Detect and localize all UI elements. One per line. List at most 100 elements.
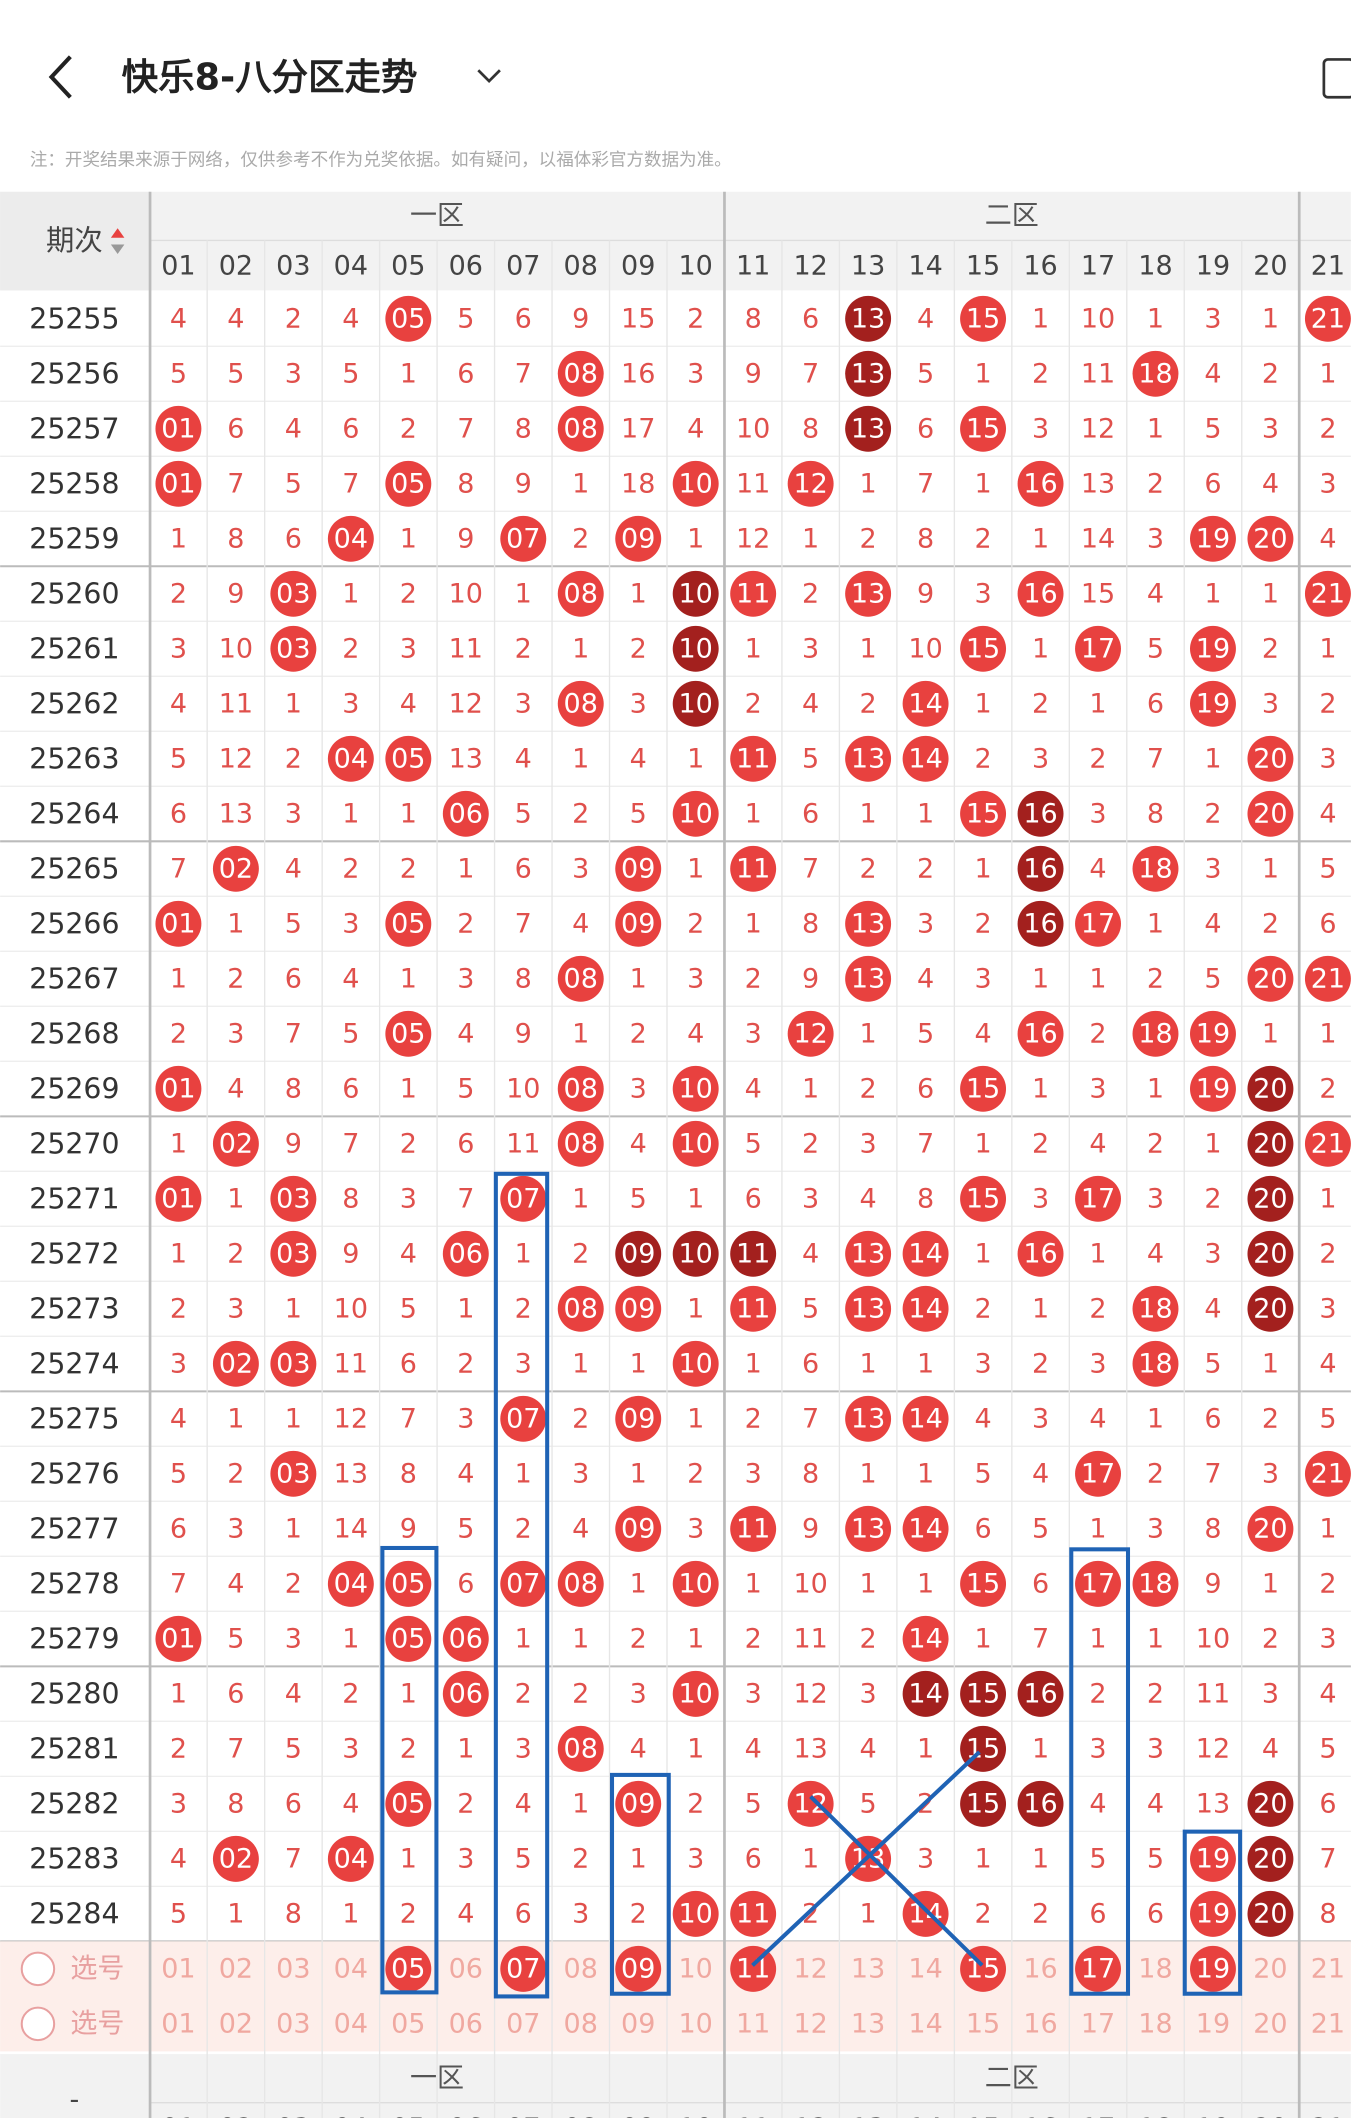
hit-ball (615, 1395, 662, 1442)
select-number[interactable]: 06 (449, 1953, 483, 1984)
select-number[interactable]: 20 (1253, 1953, 1287, 1984)
select-number[interactable]: 18 (1138, 2008, 1172, 2039)
hit-number: 19 (1196, 633, 1230, 664)
select-number[interactable]: 01 (161, 1953, 195, 1984)
select-number[interactable]: 17 (1081, 2008, 1115, 2039)
hit-number: 20 (1253, 1073, 1287, 1104)
hit-ball (1247, 1890, 1294, 1937)
selected-number[interactable]: 05 (391, 1953, 425, 1984)
select-number[interactable]: 16 (1023, 2008, 1057, 2039)
select-toggle[interactable] (20, 2006, 56, 2042)
miss-count: 5 (802, 1293, 819, 1324)
select-number[interactable]: 09 (621, 2008, 655, 2039)
select-number[interactable]: 16 (1023, 1953, 1057, 1984)
select-number[interactable]: 11 (736, 2008, 770, 2039)
select-number[interactable]: 13 (851, 2008, 885, 2039)
title-dropdown[interactable] (477, 69, 501, 83)
hit-number: 11 (736, 578, 770, 609)
miss-count: 3 (1147, 1183, 1164, 1214)
column-number: 07 (506, 251, 540, 282)
miss-count: 2 (342, 633, 359, 664)
select-number[interactable]: 10 (679, 2008, 713, 2039)
miss-count: 3 (342, 908, 359, 939)
select-number[interactable]: 21 (1311, 2008, 1345, 2039)
miss-count: 1 (630, 1843, 647, 1874)
select-number[interactable]: 03 (276, 1953, 310, 1984)
miss-count: 13 (449, 743, 483, 774)
hit-ball (385, 1010, 432, 1057)
miss-count: 5 (1204, 963, 1221, 994)
select-number[interactable]: 13 (851, 1953, 885, 1984)
select-number[interactable]: 05 (391, 2008, 425, 2039)
select-number[interactable]: 15 (966, 2008, 1000, 2039)
selected-number[interactable]: 19 (1196, 1953, 1230, 1984)
hit-number: 19 (1196, 688, 1230, 719)
select-number[interactable]: 14 (908, 2008, 942, 2039)
select-number[interactable]: 04 (334, 1953, 368, 1984)
select-number[interactable]: 20 (1253, 2008, 1287, 2039)
select-number[interactable]: 18 (1138, 1953, 1172, 1984)
selected-number[interactable]: 07 (506, 1953, 540, 1984)
hit-number: 16 (1023, 908, 1057, 939)
miss-count: 2 (860, 1073, 877, 1104)
select-number[interactable]: 03 (276, 2008, 310, 2039)
select-number[interactable]: 12 (793, 1953, 827, 1984)
miss-count: 8 (745, 303, 762, 334)
miss-count: 14 (1081, 523, 1115, 554)
miss-count: 1 (687, 743, 704, 774)
miss-count: 1 (802, 1843, 819, 1874)
selected-number[interactable]: 17 (1081, 1953, 1115, 1984)
miss-count: 7 (802, 358, 819, 389)
miss-count: 2 (1204, 798, 1221, 829)
period: 25266 (29, 907, 119, 940)
select-number[interactable]: 19 (1196, 2008, 1230, 2039)
select-number[interactable]: 08 (564, 2008, 598, 2039)
selected-number[interactable]: 11 (736, 1953, 770, 1984)
miss-count: 1 (1204, 578, 1221, 609)
select-toggle[interactable] (20, 1951, 56, 1987)
select-number[interactable]: 02 (219, 2008, 253, 2039)
hit-ball (270, 570, 317, 617)
miss-count: 1 (1032, 1073, 1049, 1104)
selected-number[interactable]: 15 (966, 1953, 1000, 1984)
select-number[interactable]: 06 (449, 2008, 483, 2039)
hit-number: 11 (736, 1238, 770, 1269)
miss-count: 1 (1204, 743, 1221, 774)
miss-count: 4 (630, 1128, 647, 1159)
select-number[interactable]: 04 (334, 2008, 368, 2039)
period: 25278 (29, 1567, 119, 1600)
select-number[interactable]: 01 (161, 2008, 195, 2039)
menu-icon[interactable] (1322, 58, 1351, 99)
select-number[interactable]: 02 (219, 1953, 253, 1984)
selected-number[interactable]: 09 (621, 1953, 655, 1984)
select-number[interactable]: 10 (679, 1953, 713, 1984)
miss-count: 4 (860, 1733, 877, 1764)
select-number[interactable]: 07 (506, 2008, 540, 2039)
back-button[interactable] (48, 55, 72, 99)
miss-count: 1 (515, 1458, 532, 1489)
miss-count: 1 (860, 1018, 877, 1049)
hit-number: 18 (1138, 358, 1172, 389)
select-number[interactable]: 14 (908, 1953, 942, 1984)
miss-count: 8 (285, 1898, 302, 1929)
miss-count: 2 (457, 1788, 474, 1819)
miss-count: 3 (285, 1623, 302, 1654)
miss-count: 3 (342, 688, 359, 719)
select-number[interactable]: 21 (1311, 1953, 1345, 1984)
miss-count: 2 (1147, 1128, 1164, 1159)
miss-count: 1 (974, 1623, 991, 1654)
miss-count: 1 (860, 1568, 877, 1599)
hit-number: 20 (1253, 1238, 1287, 1269)
miss-count: 1 (917, 1348, 934, 1379)
miss-count: 5 (802, 743, 819, 774)
miss-count: 9 (917, 578, 934, 609)
miss-count: 1 (802, 523, 819, 554)
hit-ball (1017, 900, 1064, 947)
miss-count: 7 (227, 468, 244, 499)
column-number: 14 (908, 251, 942, 282)
hit-ball (1190, 1890, 1236, 1937)
hit-ball (730, 735, 777, 782)
select-number[interactable]: 12 (793, 2008, 827, 2039)
hit-ball (672, 1230, 719, 1277)
select-number[interactable]: 08 (564, 1953, 598, 1984)
